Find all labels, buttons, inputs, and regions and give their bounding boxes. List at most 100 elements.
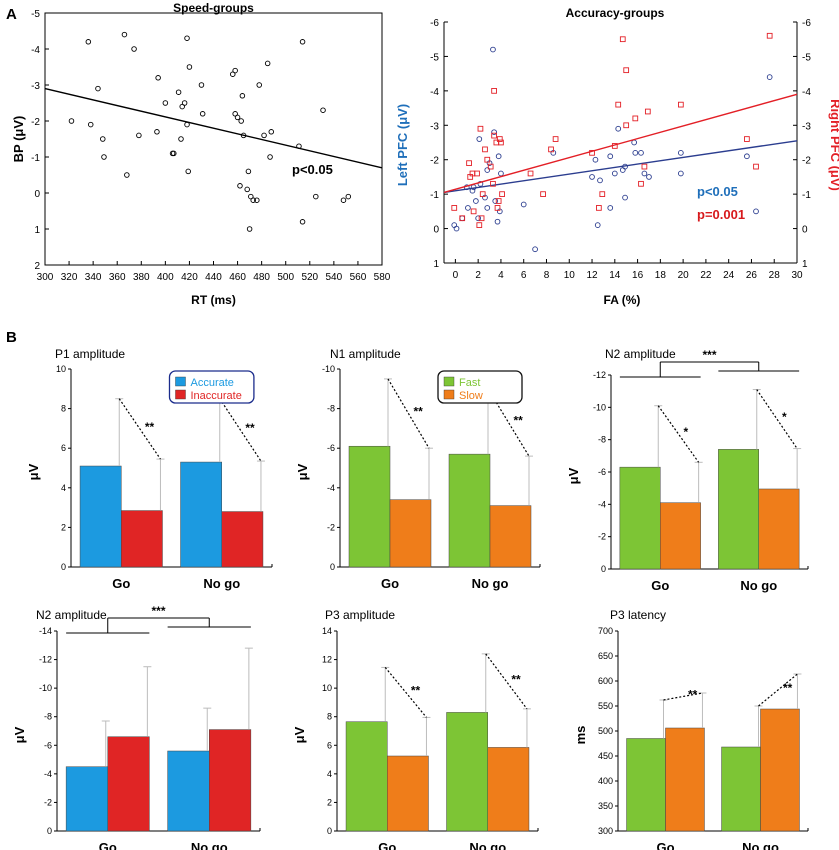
p1-significance-connector	[118, 398, 161, 460]
n1-category-label: No go	[472, 576, 509, 591]
accuracy-point-right-pfc	[482, 146, 488, 153]
speed-point	[87, 121, 94, 128]
accuracy-point-left-pfc	[678, 149, 684, 156]
speed-x-tick-label: 540	[326, 272, 343, 283]
accuracy-point-left-pfc	[495, 153, 502, 160]
accuracy-y-tick-label-left: 0	[433, 225, 439, 236]
accuracy-point-left-pfc	[589, 174, 595, 180]
speed-x-tick-label: 460	[229, 272, 246, 283]
accuracy-x-tick-label: 30	[791, 270, 803, 281]
p3l-y-tick-label: 650	[598, 651, 613, 661]
accuracy-point-right-pfc	[596, 205, 602, 211]
accuracy-y-tick-label-right: -4	[802, 87, 811, 98]
p3a-significance-stars: **	[411, 683, 421, 697]
n2a-y-tick-label: -10	[593, 402, 606, 412]
n2a-bar-slow	[660, 502, 701, 570]
p3a-bar-fast	[446, 712, 489, 832]
accuracy-y-tick-label-left: -2	[430, 156, 439, 167]
n2b-y-tick-label: -6	[44, 740, 52, 750]
n2a-bar-fast	[619, 466, 661, 570]
p1-bar-inaccurate	[221, 511, 264, 568]
speed-y-tick-label: -2	[31, 117, 40, 128]
p1-bar-inaccurate	[121, 510, 163, 568]
accuracy-x-axis-label: FA (%)	[604, 293, 641, 307]
accuracy-point-right-pfc	[487, 163, 494, 170]
speed-point	[232, 67, 238, 74]
n2a-significance-connector	[657, 405, 700, 463]
p3a-y-tick-label: 0	[327, 826, 332, 836]
accuracy-point-left-pfc	[646, 174, 652, 180]
speed-point	[313, 193, 319, 200]
accuracy-point-right-pfc	[493, 139, 500, 146]
speed-point	[267, 154, 273, 160]
speed-x-tick-label: 480	[253, 272, 270, 283]
speed-y-axis-label: BP (μV)	[11, 116, 26, 163]
n2b-category-label: Go	[99, 840, 117, 850]
speed-point	[320, 107, 326, 113]
speed-point	[95, 85, 101, 92]
n1-legend-box	[437, 370, 523, 404]
speed-point	[186, 64, 193, 70]
n1-category-label: Go	[381, 576, 399, 591]
accuracy-y-tick-label-right: 0	[802, 225, 808, 236]
accuracy-point-right-pfc	[499, 191, 505, 197]
accuracy-point-right-pfc	[641, 163, 648, 170]
accuracy-y-tick-label-right: -2	[802, 156, 811, 167]
accuracy-point-right-pfc	[632, 115, 639, 122]
n2a-y-tick-label: -2	[598, 532, 606, 542]
accuracy-point-left-pfc	[459, 215, 466, 222]
accuracy-y-tick-label-left: -3	[430, 121, 439, 132]
accuracy-x-tick-label: 22	[700, 270, 712, 281]
speed-point	[296, 143, 302, 149]
panel-label-b: B	[6, 329, 17, 346]
n2b-bar-accurate	[65, 766, 109, 832]
speed-y-tick-label: -3	[31, 81, 40, 92]
accuracy-point-right-pfc	[753, 163, 759, 170]
accuracy-chart-title: Accuracy-groups	[566, 6, 665, 20]
accuracy-y-tick-label-left: -4	[430, 87, 439, 98]
accuracy-point-left-pfc	[498, 170, 504, 177]
p3l-significance-connector	[663, 692, 703, 701]
accuracy-point-left-pfc	[597, 177, 603, 184]
p3l-y-axis-label: ms	[573, 726, 588, 745]
p3a-significance-connector	[384, 667, 427, 718]
p3l-y-tick-label: 550	[598, 701, 613, 711]
speed-x-tick-label: 320	[61, 272, 78, 283]
accuracy-trend-line-right-pfc	[443, 93, 798, 194]
accuracy-point-right-pfc	[470, 208, 477, 215]
n1-legend-swatch	[443, 389, 455, 400]
speed-point	[184, 121, 190, 128]
accuracy-point-left-pfc	[594, 222, 601, 228]
p3a-category-label: Go	[378, 840, 396, 850]
accuracy-point-left-pfc	[632, 149, 639, 156]
p3a-y-axis-label: μV	[292, 726, 307, 743]
n2a-y-tick-label: 0	[601, 564, 606, 574]
accuracy-p-value-right: p=0.001	[697, 207, 745, 222]
n1-significance-stars: **	[514, 413, 524, 427]
accuracy-point-left-pfc	[631, 139, 638, 146]
accuracy-y-tick-label-left: -6	[430, 18, 439, 29]
accuracy-point-right-pfc	[766, 32, 773, 39]
n1-bar-slow	[389, 499, 432, 568]
accuracy-y-tick-label-right: -5	[802, 52, 811, 63]
n1-chart-title: N1 amplitude	[330, 347, 401, 361]
p3l-chart-title: P3 latency	[610, 608, 666, 622]
accuracy-x-tick-label: 26	[746, 270, 758, 281]
speed-point	[155, 75, 161, 81]
accuracy-point-left-pfc	[520, 201, 527, 208]
p1-y-tick-label: 4	[61, 483, 66, 493]
p3l-y-tick-label: 450	[598, 751, 613, 761]
n2b-y-tick-label: 0	[47, 826, 52, 836]
accuracy-point-right-pfc	[615, 101, 622, 108]
speed-trend-line	[44, 87, 383, 169]
p1-category-label: No go	[203, 576, 240, 591]
p3a-y-tick-label: 12	[322, 655, 332, 665]
p3a-bar-fast	[345, 721, 388, 832]
n1-bar-fast	[448, 453, 491, 568]
speed-x-tick-label: 420	[181, 272, 198, 283]
p3a-y-tick-label: 10	[322, 683, 332, 693]
accuracy-point-right-pfc	[466, 160, 472, 167]
accuracy-point-left-pfc	[622, 163, 628, 170]
p3l-y-tick-label: 350	[598, 801, 613, 811]
accuracy-point-left-pfc	[484, 205, 491, 211]
